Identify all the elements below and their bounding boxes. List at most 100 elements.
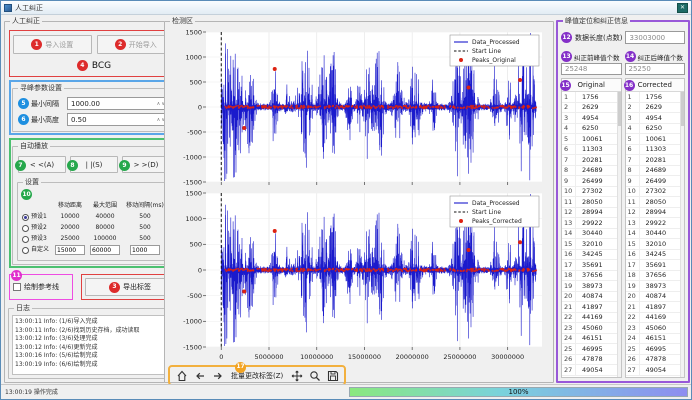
table-row[interactable]: 1837656 [626,271,685,282]
table-row[interactable]: 46250 [562,124,621,135]
table-row[interactable]: 2141897 [626,302,685,313]
table-row[interactable]: 2749054 [562,365,621,376]
pause-button[interactable]: 8| |(S) [70,156,118,173]
zoom-icon[interactable] [308,369,321,382]
table-row[interactable]: 1837656 [562,271,621,282]
table-row[interactable]: 1329922 [626,218,685,229]
row-value: 30440 [576,229,621,237]
custom-value-input[interactable] [90,245,120,255]
close-button[interactable]: ✕ [677,3,688,13]
preset-row-label[interactable]: 自定义 [21,245,53,255]
min-height-label: 最小高度 [31,115,59,125]
table-row[interactable]: 22629 [626,103,685,114]
table-row[interactable]: 1228994 [626,208,685,219]
export-labels-button[interactable]: 3 导出标签 [85,278,175,296]
table-row[interactable]: 1938973 [626,281,685,292]
table-row[interactable]: 1128050 [626,197,685,208]
table-scrollbar[interactable] [680,92,684,377]
row-value: 30440 [640,229,685,237]
table-row[interactable]: 2546995 [562,344,621,355]
table-row[interactable]: 2647878 [562,355,621,366]
preset-value[interactable] [123,245,167,255]
table-row[interactable]: 11756 [626,92,685,103]
table-row[interactable]: 1938973 [562,281,621,292]
table-row[interactable]: 1735691 [626,260,685,271]
table-row[interactable]: 11756 [562,92,621,103]
table-row[interactable]: 1430440 [562,229,621,240]
preset-radio[interactable] [22,214,29,221]
table-row[interactable]: 1430440 [626,229,685,240]
badge-4: 4 [77,60,88,71]
table-row[interactable]: 720281 [562,155,621,166]
table-row[interactable]: 1634245 [626,250,685,261]
table-row[interactable]: 2446151 [626,334,685,345]
signal-plot-bottom[interactable]: -1500-1000-50005001000150005000000100000… [168,189,549,363]
table-row[interactable]: 2345060 [562,323,621,334]
table-row[interactable]: 2244169 [626,313,685,324]
save-icon[interactable] [326,369,339,382]
custom-value-input[interactable] [55,245,85,255]
table-row[interactable]: 510061 [562,134,621,145]
table-row[interactable]: 2749054 [626,365,685,376]
plot-legend: Data_ProcessedStart LinePeaks_Original [450,35,539,66]
table-scrollbar[interactable] [617,92,621,377]
preset-value[interactable] [53,245,87,255]
min-interval-field[interactable]: 1000.00∧∨ [67,97,170,110]
svg-text:Data_Processed: Data_Processed [472,39,520,46]
table-row[interactable]: 1329922 [562,218,621,229]
signal-plot-top[interactable]: -1500-1000-500050010001500Data_Processed… [168,28,549,188]
table-row[interactable]: 824689 [562,166,621,177]
checkbox-icon[interactable] [13,283,21,291]
preset-radio[interactable] [22,247,29,254]
table-row[interactable]: 1027302 [562,187,621,198]
table-row[interactable]: 1128050 [562,197,621,208]
table-row[interactable]: 611303 [626,145,685,156]
row-index: 26 [626,355,640,365]
table-row[interactable]: 2546995 [626,344,685,355]
table-row[interactable]: 1634245 [562,250,621,261]
table-row[interactable]: 46250 [626,124,685,135]
back-icon[interactable] [193,369,206,382]
table-row[interactable]: 926499 [626,176,685,187]
table-row[interactable]: 1027302 [626,187,685,198]
table-row[interactable]: 926499 [562,176,621,187]
preset-row-label[interactable]: 预设2 [21,223,53,233]
table-row[interactable]: 2345060 [626,323,685,334]
custom-value-input[interactable] [130,245,160,255]
table-row[interactable]: 22629 [562,103,621,114]
table-row[interactable]: 1735691 [562,260,621,271]
forward-icon[interactable] [211,369,224,382]
preset-row-label[interactable]: 预设3 [21,234,53,244]
table-row[interactable]: 1532010 [626,239,685,250]
table-row[interactable]: 34954 [562,113,621,124]
row-value: 4954 [640,114,685,122]
min-height-field[interactable]: 0.50∧∨ [67,113,170,126]
preset-row-label[interactable]: 预设1 [21,212,53,222]
preset-radio[interactable] [22,225,29,232]
table-row[interactable]: 2141897 [562,302,621,313]
preset-value[interactable] [87,245,123,255]
pan-icon[interactable] [290,369,303,382]
table-row[interactable]: 2647878 [626,355,685,366]
table-row[interactable]: 2040874 [626,292,685,303]
table-row[interactable]: 34954 [626,113,685,124]
table-row[interactable]: 2040874 [562,292,621,303]
reference-line-checkbox[interactable]: 绘制参考线 [13,282,69,292]
table-row[interactable]: 1228994 [562,208,621,219]
table-row[interactable]: 2446151 [562,334,621,345]
preset-radio[interactable] [22,236,29,243]
table-row[interactable]: 611303 [562,145,621,156]
batch-edit-labels-button[interactable]: 17 批量更改标签(Z) [229,371,285,381]
home-icon[interactable] [175,369,188,382]
table-row[interactable]: 1532010 [562,239,621,250]
table-row[interactable]: 720281 [626,155,685,166]
table-row[interactable]: 2244169 [562,313,621,324]
import-settings-button[interactable]: 1 导入设置 [13,35,92,54]
log-list[interactable]: 13:00:11 Info: (1/6)导入完成13:00:11 Info: (… [12,315,176,375]
row-value: 35691 [576,261,621,269]
step-back-button[interactable]: 7< <(A) [18,156,66,173]
table-row[interactable]: 510061 [626,134,685,145]
table-row[interactable]: 824689 [626,166,685,177]
autoplay-group: 自动播放 7< <(A) 8| |(S) 9> >(D) 设置 10 移动距离最… [12,141,176,265]
step-forward-button[interactable]: 9> >(D) [122,156,170,173]
